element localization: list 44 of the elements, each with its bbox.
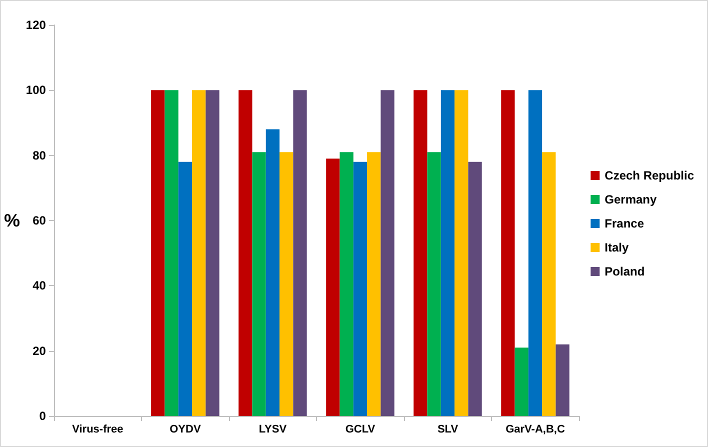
y-tick-label: 0 <box>39 409 46 423</box>
bar <box>206 90 220 416</box>
bar <box>556 344 570 416</box>
bar <box>192 90 206 416</box>
bar <box>252 152 266 416</box>
x-tick-label: Virus-free <box>72 424 124 436</box>
bar <box>528 90 542 416</box>
bar <box>454 90 468 416</box>
y-axis-title: % <box>4 210 20 230</box>
bar <box>427 152 441 416</box>
x-tick-label: LYSV <box>258 424 288 436</box>
bar <box>340 152 354 416</box>
y-tick-label: 120 <box>26 18 46 32</box>
y-tick-label: 20 <box>32 344 46 358</box>
x-tick-label: SLV <box>437 424 459 436</box>
bar <box>542 152 556 416</box>
bar <box>326 158 340 416</box>
legend-label: Poland <box>604 264 645 278</box>
y-tick-label: 40 <box>32 278 46 293</box>
bar <box>440 90 455 416</box>
bar <box>468 162 482 416</box>
y-tick-label: 80 <box>32 148 46 162</box>
bar <box>280 152 294 416</box>
bar <box>380 90 394 416</box>
y-tick-label: 100 <box>26 83 46 98</box>
legend-label: France <box>604 216 644 230</box>
x-tick-label: GCLV <box>345 424 376 436</box>
x-tick-label: OYDV <box>170 424 202 436</box>
legend-label: Italy <box>604 240 629 254</box>
bar <box>266 129 280 416</box>
legend-label: Czech Republic <box>604 168 694 182</box>
bar <box>238 90 252 416</box>
bar <box>178 162 192 416</box>
bar <box>501 90 515 416</box>
x-tick-label: GarV-A,B,C <box>506 424 565 436</box>
legend-label: Germany <box>604 192 657 206</box>
y-tick-label: 60 <box>32 214 46 228</box>
bar <box>367 152 381 416</box>
bar <box>514 348 528 416</box>
bar <box>151 90 165 416</box>
bar <box>293 90 307 416</box>
bar <box>414 90 428 416</box>
bar <box>164 90 178 416</box>
bar <box>353 162 368 416</box>
